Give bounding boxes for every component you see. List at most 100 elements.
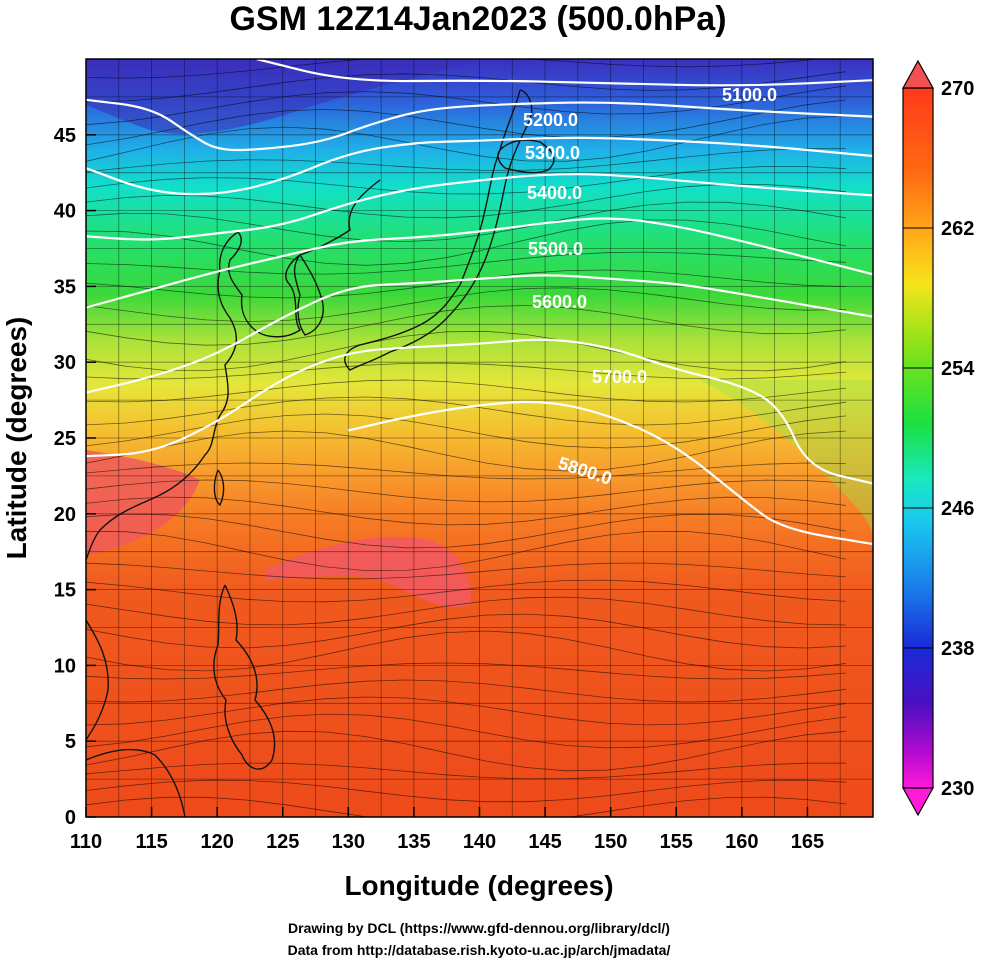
y-tick-label: 45 [54,125,76,147]
streamline [86,479,847,503]
streamline [86,530,847,572]
streamline [86,596,847,626]
coastline-taiwan [213,469,225,507]
contour-line-5400 [86,173,873,241]
streamline [86,630,847,672]
y-axis: 0 5 10 15 20 25 30 35 40 45 [54,125,96,829]
contour-line-5700 [86,338,873,485]
colorbar-gradient [902,87,934,789]
credit-drawing: Drawing by DCL (https://www.gfd-dennou.o… [288,920,670,936]
colorbar-tick-label: 238 [941,638,974,660]
credit-data: Data from http://database.rish.kyoto-u.a… [288,942,671,958]
streamline [86,330,847,372]
x-tick-label: 165 [791,831,824,853]
streamline [86,379,847,403]
contour-line-5500 [86,217,873,309]
y-tick-label: 40 [54,201,76,223]
contour-line-5100 [256,59,873,87]
y-tick-label: 0 [65,807,76,829]
colorbar-bottom-arrow [901,787,935,817]
warm-patch-central [265,536,471,608]
grid-lines [86,59,873,817]
streamline [86,513,847,549]
coastline-philippines [213,584,276,770]
x-tick-label: 145 [528,831,561,853]
streamline [86,115,847,162]
streamline [86,779,847,803]
streamline [86,251,847,275]
contour-label-5600: 5600.0 [532,292,587,312]
x-tick-label: 140 [463,831,496,853]
streamline [86,201,847,243]
contour-label-5200: 5200.0 [523,110,578,130]
streamline [86,59,822,79]
contour-line-5800 [348,400,873,546]
y-tick-label: 15 [54,580,76,602]
figure-title: GSM 12Z14Jan2023 (500.0hPa) [229,0,726,38]
streamline [86,148,846,173]
contour-label-5500: 5500.0 [528,239,583,259]
colorbar-ticks: 270 262 254 246 238 230 [903,78,975,800]
streamline [86,462,847,480]
streamline [86,496,847,526]
contour-line-5300 [86,136,873,196]
y-tick-label: 20 [54,504,76,526]
colorbar-tick-label: 262 [941,218,974,240]
colorbar: 270 262 254 246 238 230 [901,59,975,817]
colorbar-tick-label: 270 [941,78,974,100]
streamline [86,183,847,219]
coastline-korea [293,254,324,336]
x-tick-label: 120 [200,831,233,853]
colorbar-tick-label: 254 [941,358,975,380]
colorbar-top-arrow [901,59,935,89]
contour-line-5600 [86,274,873,394]
colorbar-tick-label: 230 [941,778,974,800]
contour-line-5200 [86,98,873,152]
streamline [86,71,847,103]
y-tick-label: 10 [54,655,76,677]
green-bulge-east [700,380,873,540]
streamline [86,430,847,472]
streamline [86,413,847,449]
streamline [86,165,847,195]
streamline [86,396,847,426]
x-tick-label: 125 [266,831,299,853]
streamline [86,613,847,649]
streamline [86,269,847,299]
x-axis-label: Longitude (degrees) [344,870,613,901]
streamline [86,579,847,603]
x-tick-label: 135 [397,831,430,853]
y-axis-label: Latitude (degrees) [1,317,32,560]
streamline [86,696,847,726]
coastline-hokkaido [497,139,555,174]
y-tick-label: 30 [54,352,76,374]
contour-label-5700: 5700.0 [592,367,647,387]
streamline [86,662,847,680]
x-tick-label: 160 [725,831,758,853]
streamline [86,730,847,772]
contour-label-5300: 5300.0 [525,143,580,163]
streamline [86,287,847,323]
y-tick-label: 5 [65,731,76,753]
streamline [86,305,847,346]
x-tick-label: 130 [332,831,365,853]
y-tick-label: 25 [54,428,76,450]
contour-label-5400: 5400.0 [527,183,582,203]
plot-area: 5100.0 5200.0 5300.0 5400.0 5500.0 5600.… [86,59,873,817]
streamline [86,762,846,780]
streamline [86,85,847,126]
contour-labels: 5100.0 5200.0 5300.0 5400.0 5500.0 5600.… [523,85,777,489]
x-tick-label: 150 [594,831,627,853]
streamline [86,562,847,580]
contour-lines [86,59,873,546]
contour-label-5100: 5100.0 [722,85,777,105]
coastline-indochina [86,619,109,741]
y-tick-label: 35 [54,276,76,298]
streamline [86,713,847,749]
x-tick-label: 115 [135,831,167,853]
coastline-borneo [86,748,186,817]
coastline-japan [344,89,533,371]
x-axis: 110 115 120 125 130 135 140 145 150 155 160 165 [70,807,824,853]
x-tick-label: 110 [70,831,102,853]
